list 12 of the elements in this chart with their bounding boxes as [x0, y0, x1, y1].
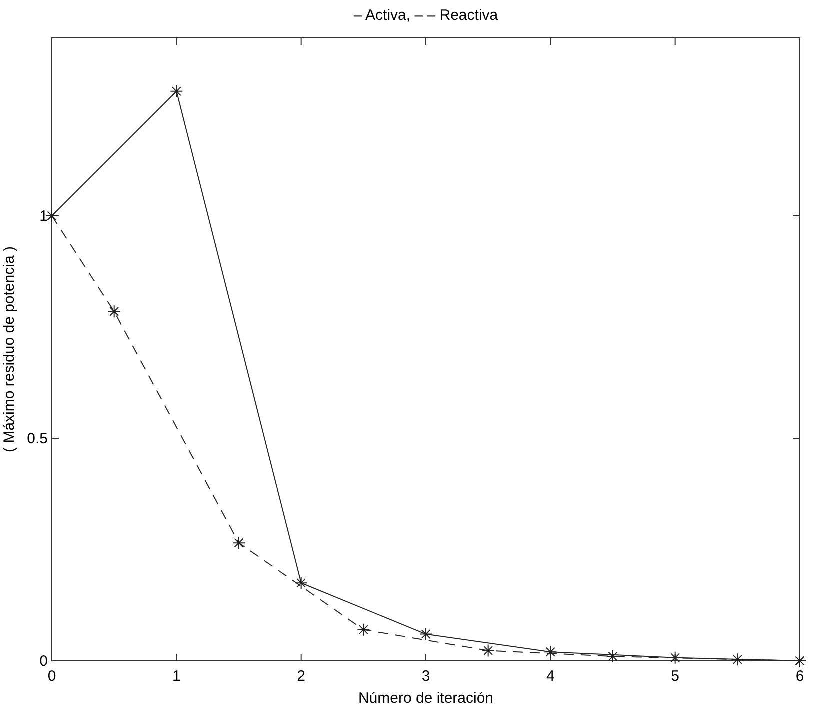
y-tick-label: 0.5	[27, 430, 48, 448]
chart-title: – Activa, – – Reactiva	[354, 7, 499, 24]
x-axis-title: Número de iteración	[358, 690, 494, 707]
y-tick-label: 0	[40, 653, 48, 670]
x-tick-label: 2	[297, 668, 306, 685]
x-tick-label: 1	[172, 668, 181, 685]
x-tick-label: 3	[422, 668, 430, 685]
x-tick-label: 6	[796, 668, 804, 685]
y-tick-label: 1	[40, 208, 48, 225]
x-tick-label: 4	[546, 668, 555, 685]
x-tick-label: 5	[671, 668, 680, 685]
y-axis-title: ( Máximo residuo de potencia )	[1, 246, 18, 452]
